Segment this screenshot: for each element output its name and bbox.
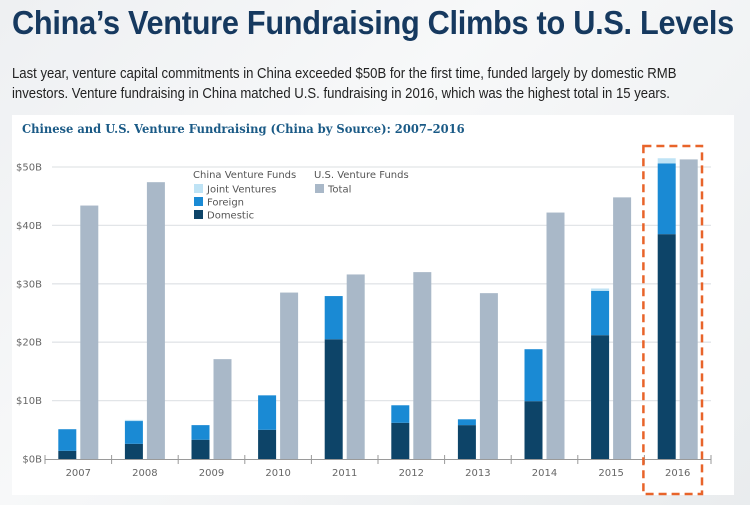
bar-china-domestic-2011	[324, 339, 343, 459]
legend-group-title: U.S. Venture Funds	[314, 170, 409, 181]
y-tick-label: $0B	[22, 455, 42, 466]
highlight-box-2016	[642, 144, 704, 496]
bar-china-foreign-2011	[324, 296, 343, 340]
x-tick-label: 2010	[265, 468, 290, 479]
x-tick-label: 2013	[465, 468, 490, 479]
y-tick-label: $10B	[16, 396, 42, 407]
bar-china-foreign-2013	[457, 419, 476, 426]
x-tick-label: 2011	[332, 468, 357, 479]
legend-swatch	[194, 197, 203, 206]
bar-china-domestic-2012	[391, 422, 410, 459]
legend-label: Foreign	[207, 198, 244, 209]
bar-us-total-2015	[613, 197, 632, 460]
bar-china-domestic-2016	[657, 234, 676, 459]
bar-china-foreign-2008	[124, 421, 143, 444]
legend-group-title: China Venture Funds	[193, 170, 296, 181]
bar-china-foreign-2015	[591, 290, 610, 336]
bar-china-joint-ventures-2016	[657, 158, 676, 164]
x-tick-label: 2014	[532, 468, 557, 479]
bar-china-domestic-2008	[124, 443, 143, 459]
x-tick-label: 2009	[199, 468, 224, 479]
bar-china-joint-ventures-2008	[124, 419, 143, 422]
bar-china-foreign-2007	[58, 429, 77, 451]
bar-us-total-2009	[213, 359, 232, 459]
headline: China’s Venture Fundraising Climbs to U.…	[12, 4, 734, 41]
annotations	[642, 144, 704, 496]
bar-china-foreign-2014	[524, 349, 543, 402]
bar-us-total-2008	[146, 182, 165, 459]
bar-china-domestic-2009	[191, 439, 210, 459]
x-tick-label: 2008	[132, 468, 157, 479]
x-tick-label: 2007	[66, 468, 91, 479]
subtitle-line: Last year, venture capital commitments i…	[12, 66, 677, 82]
bar-us-total-2013	[479, 293, 498, 459]
bar-china-foreign-2016	[657, 163, 676, 235]
subtitle-line: investors. Venture fundraising in China …	[12, 86, 670, 102]
bar-china-domestic-2014	[524, 401, 543, 459]
bar-china-foreign-2009	[191, 425, 210, 440]
legend-label: Domestic	[207, 211, 254, 222]
legend-swatch	[194, 184, 203, 193]
bar-china-joint-ventures-2015	[591, 288, 610, 291]
x-tick-label: 2015	[598, 468, 623, 479]
legend-swatch	[315, 184, 324, 193]
bar-us-total-2014	[546, 212, 565, 459]
bar-us-total-2016	[679, 159, 698, 459]
legend-label: Total	[327, 185, 351, 196]
subtitle: Last year, venture capital commitments i…	[12, 64, 736, 104]
x-tick-label: 2012	[399, 468, 424, 479]
bar-china-domestic-2015	[591, 335, 610, 459]
legend-swatch	[194, 210, 203, 219]
bar-china-foreign-2010	[258, 395, 277, 430]
y-axis: $0B $10B $20B $30B $40B $50B	[16, 163, 42, 466]
legend: China Venture Funds Joint Ventures Foreign…	[193, 170, 409, 222]
bar-china-domestic-2010	[258, 429, 277, 459]
bar-china-foreign-2012	[391, 405, 410, 423]
y-tick-label: $50B	[16, 163, 42, 174]
x-tick-label: 2016	[665, 468, 690, 479]
bar-us-total-2011	[346, 274, 365, 459]
x-axis: 2007 2008 2009 2010 2011 2012 2013 2014 2015 2016	[44, 455, 712, 479]
bar-us-total-2010	[280, 292, 299, 459]
legend-label: Joint Ventures	[206, 185, 276, 196]
bar-china-domestic-2007	[58, 450, 77, 459]
y-tick-label: $20B	[16, 338, 42, 349]
y-tick-label: $30B	[16, 279, 42, 290]
bar-us-total-2012	[413, 272, 432, 459]
bars	[58, 158, 698, 460]
chart-title: Chinese and U.S. Venture Fundraising (Ch…	[22, 121, 465, 136]
y-tick-label: $40B	[16, 221, 42, 232]
bar-us-total-2007	[80, 205, 99, 459]
bar-china-domestic-2013	[457, 425, 476, 459]
